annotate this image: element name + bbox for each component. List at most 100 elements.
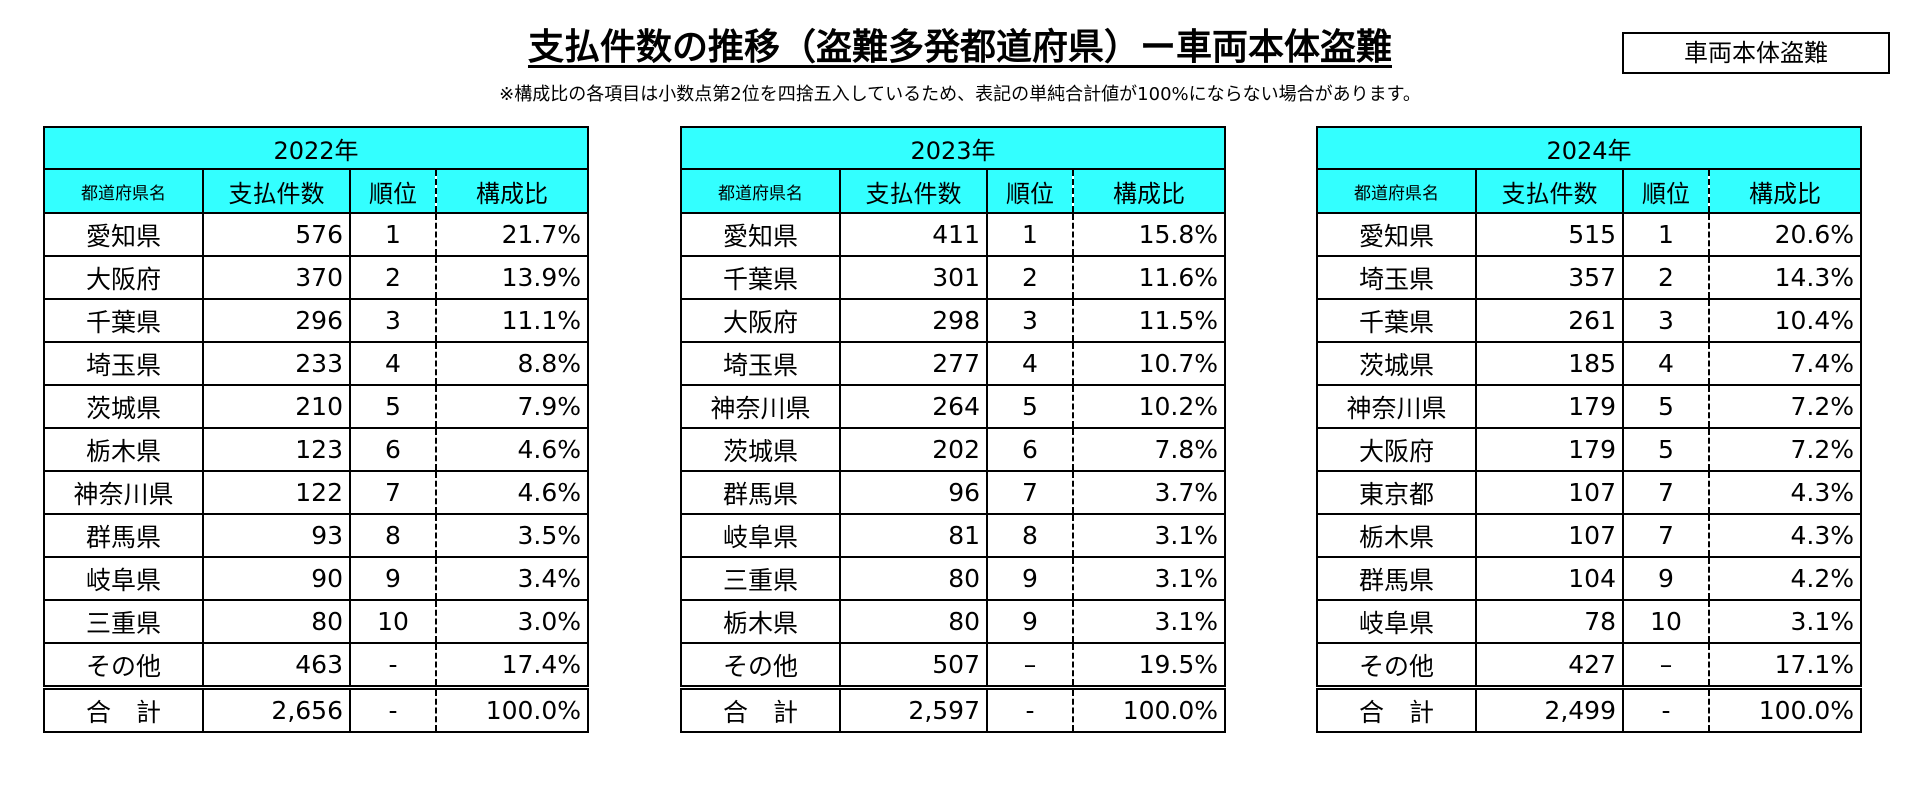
data-row: 茨城県 185 4 7.4%: [1316, 341, 1863, 386]
data-cell: 栃木県: [680, 599, 841, 644]
data-cell: 3.1%: [1071, 599, 1227, 644]
header-row: 都道府県名 支払件数 順位 構成比: [680, 168, 1227, 214]
data-cell: 185: [1475, 341, 1624, 386]
data-cell: 岐阜県: [43, 556, 204, 601]
header-cell: 構成比: [1707, 168, 1863, 214]
data-cell: 576: [202, 212, 351, 257]
total-cell: 合 計: [1316, 685, 1477, 733]
data-cell: 2: [349, 255, 437, 300]
year-row: 2024年: [1315, 126, 1863, 170]
data-cell: 11.5%: [1071, 298, 1227, 343]
data-cell: 78: [1475, 599, 1624, 644]
header-cell: 順位: [349, 168, 437, 214]
data-cell: 3: [1622, 298, 1710, 343]
data-row: 千葉県 296 3 11.1%: [43, 298, 590, 343]
data-cell: 神奈川県: [1316, 384, 1477, 429]
data-cell: 東京都: [1316, 470, 1477, 515]
header-row: 都道府県名 支払件数 順位 構成比: [43, 168, 590, 214]
data-cell: 茨城県: [1316, 341, 1477, 386]
data-cell: 427: [1475, 642, 1624, 689]
data-row: 大阪府 298 3 11.5%: [680, 298, 1227, 343]
data-cell: 4.6%: [434, 427, 590, 472]
data-row: 大阪府 179 5 7.2%: [1316, 427, 1863, 472]
data-cell: 千葉県: [1316, 298, 1477, 343]
title-text: 支払件数の推移（盗難多発都道府県）ー車両本体盗難: [527, 27, 1392, 68]
data-cell: 123: [202, 427, 351, 472]
data-cell: 261: [1475, 298, 1624, 343]
data-cell: 277: [839, 341, 988, 386]
total-cell: 100.0%: [434, 685, 590, 733]
data-row: その他 463-17.4%: [43, 642, 590, 689]
data-cell: 3.0%: [434, 599, 590, 644]
header-cell: 順位: [986, 168, 1074, 214]
data-cell: 2: [986, 255, 1074, 300]
data-row: 神奈川県 122 7 4.6%: [43, 470, 590, 515]
data-row: 茨城県 210 5 7.9%: [43, 384, 590, 429]
data-cell: 5: [1622, 384, 1710, 429]
data-cell: 愛知県: [680, 212, 841, 257]
total-cell: 合 計: [43, 685, 204, 733]
data-cell: 4.3%: [1707, 513, 1863, 558]
total-row: 合 計 2,499-100.0%: [1316, 685, 1863, 733]
data-cell: 298: [839, 298, 988, 343]
data-cell: 千葉県: [680, 255, 841, 300]
total-cell: 2,499: [1475, 685, 1624, 733]
data-row: 愛知県 411 1 15.8%: [680, 212, 1227, 257]
data-cell: 507: [839, 642, 988, 689]
data-cell: 群馬県: [1316, 556, 1477, 601]
data-cell: 21.7%: [434, 212, 590, 257]
data-cell: 10: [1622, 599, 1710, 644]
total-cell: 2,656: [202, 685, 351, 733]
data-cell: 群馬県: [43, 513, 204, 558]
data-cell: 411: [839, 212, 988, 257]
data-cell: 14.3%: [1707, 255, 1863, 300]
data-row: 岐阜県 81 8 3.1%: [680, 513, 1227, 558]
data-cell: 7.4%: [1707, 341, 1863, 386]
data-cell: 93: [202, 513, 351, 558]
data-cell: 栃木県: [43, 427, 204, 472]
data-cell: 3.1%: [1071, 556, 1227, 601]
data-cell: 6: [986, 427, 1074, 472]
data-cell: 9: [349, 556, 437, 601]
data-cell: 茨城県: [680, 427, 841, 472]
data-row: 埼玉県 233 4 8.8%: [43, 341, 590, 386]
total-cell: 100.0%: [1071, 685, 1227, 733]
data-row: 大阪府 370 2 13.9%: [43, 255, 590, 300]
data-row: 三重県 80 9 3.1%: [680, 556, 1227, 601]
data-cell: 8: [349, 513, 437, 558]
data-cell: 3.4%: [434, 556, 590, 601]
year-cell: 2022年: [42, 126, 590, 170]
data-cell: 233: [202, 341, 351, 386]
data-cell: 11.1%: [434, 298, 590, 343]
data-cell: 9: [986, 599, 1074, 644]
data-cell: 4: [1622, 341, 1710, 386]
data-table: 2024年 都道府県名 支払件数 順位 構成比 愛知県 515 1 20.6% 埼玉県 357 2 14…: [1315, 126, 1863, 733]
data-cell: 7.9%: [434, 384, 590, 429]
data-cell: 296: [202, 298, 351, 343]
data-cell: 7.8%: [1071, 427, 1227, 472]
data-row: 埼玉県 357 2 14.3%: [1316, 255, 1863, 300]
data-cell: 13.9%: [434, 255, 590, 300]
header-row: 都道府県名 支払件数 順位 構成比: [1316, 168, 1863, 214]
header-cell: 構成比: [434, 168, 590, 214]
data-cell: 三重県: [43, 599, 204, 644]
data-cell: 4: [349, 341, 437, 386]
data-row: 埼玉県 277 4 10.7%: [680, 341, 1227, 386]
header-cell: 構成比: [1071, 168, 1227, 214]
data-cell: 10.7%: [1071, 341, 1227, 386]
data-cell: 357: [1475, 255, 1624, 300]
year-cell: 2024年: [1315, 126, 1863, 170]
data-cell: 301: [839, 255, 988, 300]
note: ※構成比の各項目は小数点第2位を四捨五入しているため、表記の単純合計値が100%…: [499, 84, 1421, 105]
year-cell: 2023年: [679, 126, 1227, 170]
data-cell: 20.6%: [1707, 212, 1863, 257]
data-cell: 群馬県: [680, 470, 841, 515]
title: 支払件数の推移（盗難多発都道府県）ー車両本体盗難: [0, 18, 1920, 70]
data-cell: –: [1622, 642, 1710, 689]
data-cell: 岐阜県: [1316, 599, 1477, 644]
data-cell: 4.3%: [1707, 470, 1863, 515]
data-cell: 81: [839, 513, 988, 558]
data-cell: 5: [986, 384, 1074, 429]
header-cell: 都道府県名: [1316, 168, 1477, 214]
data-cell: 6: [349, 427, 437, 472]
